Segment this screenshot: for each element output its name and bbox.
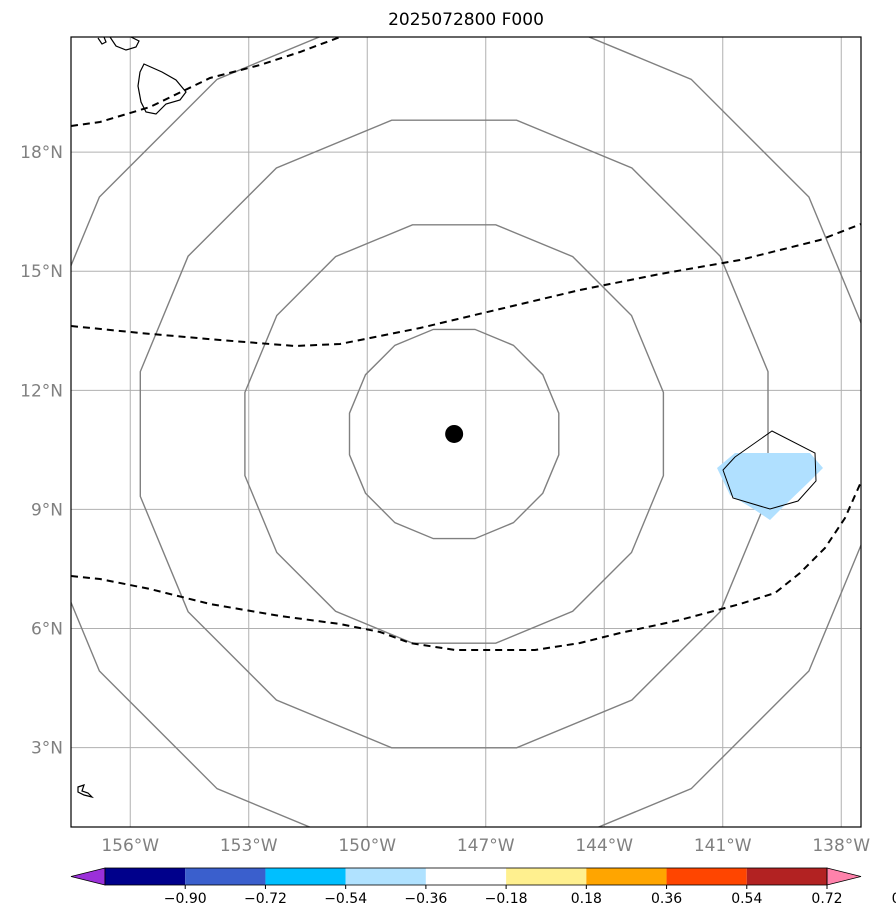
- colorbar-tick-label: −0.36: [404, 891, 447, 907]
- colorbar-swatch: [265, 868, 346, 885]
- latitude-tick-label: 18°N: [20, 143, 63, 163]
- range-ring: [139, 119, 769, 749]
- colorbar-tick-label: 0.36: [651, 891, 682, 907]
- map-title: 2025072800 F000: [388, 10, 544, 30]
- colorbar: −0.90 −0.72 −0.54 −0.36 −0.18 0.18 0.36 0.54 0.7…: [70, 867, 896, 907]
- longitude-tick-label: 141°W: [694, 836, 752, 856]
- colorbar-tick-label: 0.90: [892, 891, 896, 907]
- coastline-hawaii-big-island: [137, 63, 187, 115]
- colorbar-tick-label: −0.72: [244, 891, 287, 907]
- latitude-tick-label: 12°N: [20, 381, 63, 401]
- colorbar-swatch: [506, 868, 587, 885]
- colorbar-extend-min: [70, 867, 106, 886]
- longitude-tick-label: 153°W: [220, 836, 278, 856]
- latitude-tick-label: 15°N: [20, 262, 63, 282]
- latitude-tick-label: 9°N: [31, 500, 63, 520]
- colorbar-swatch: [666, 868, 747, 885]
- colorbar-swatch: [586, 868, 667, 885]
- map-background: [71, 37, 861, 827]
- range-ring: [244, 224, 665, 644]
- storm-center-marker: [445, 424, 464, 443]
- colorbar-swatch: [185, 868, 266, 885]
- colorbar-swatch: [746, 868, 827, 885]
- latitude-tick-label: 3°N: [31, 739, 63, 759]
- colorbar-tick-label: −0.18: [485, 891, 528, 907]
- longitude-tick-label: 147°W: [457, 836, 515, 856]
- colorbar-tick-label: 0.18: [571, 891, 602, 907]
- colorbar-swatch: [425, 868, 507, 885]
- colorbar-tick-label: −0.54: [324, 891, 367, 907]
- axis-ticks: 156°W 153°W 150°W 147°W 144°W 141°W 138°W 3°N 6°…: [20, 143, 870, 856]
- range-ring: [348, 328, 560, 540]
- colorbar-tick-label: −0.90: [164, 891, 207, 907]
- dashed-contour-north: [71, 37, 341, 127]
- colorbar-tick-label: 0.72: [811, 891, 842, 907]
- longitude-tick-label: 138°W: [812, 836, 870, 856]
- coastline-small-island: [77, 784, 94, 799]
- longitude-tick-label: 144°W: [575, 836, 633, 856]
- map-frame: [70, 36, 862, 828]
- colorbar-tick-label: 0.54: [731, 891, 762, 907]
- latitude-tick-label: 6°N: [31, 620, 63, 640]
- longitude-tick-label: 156°W: [101, 836, 159, 856]
- longitude-tick-label: 150°W: [338, 836, 396, 856]
- outlined-region: [722, 430, 817, 510]
- colorbar-swatch: [105, 868, 186, 885]
- anomaly-shaded-area: [717, 453, 823, 520]
- colorbar-outline: [104, 867, 828, 886]
- range-ring: [71, 37, 861, 827]
- dashed-contour-middle: [71, 223, 861, 348]
- coastline-hawaii-islands: [97, 37, 140, 51]
- colorbar-extend-max: [826, 867, 862, 886]
- graticule: [71, 37, 861, 827]
- colorbar-swatch: [345, 868, 426, 885]
- range-rings: [71, 37, 861, 827]
- dashed-contour-south: [71, 481, 861, 651]
